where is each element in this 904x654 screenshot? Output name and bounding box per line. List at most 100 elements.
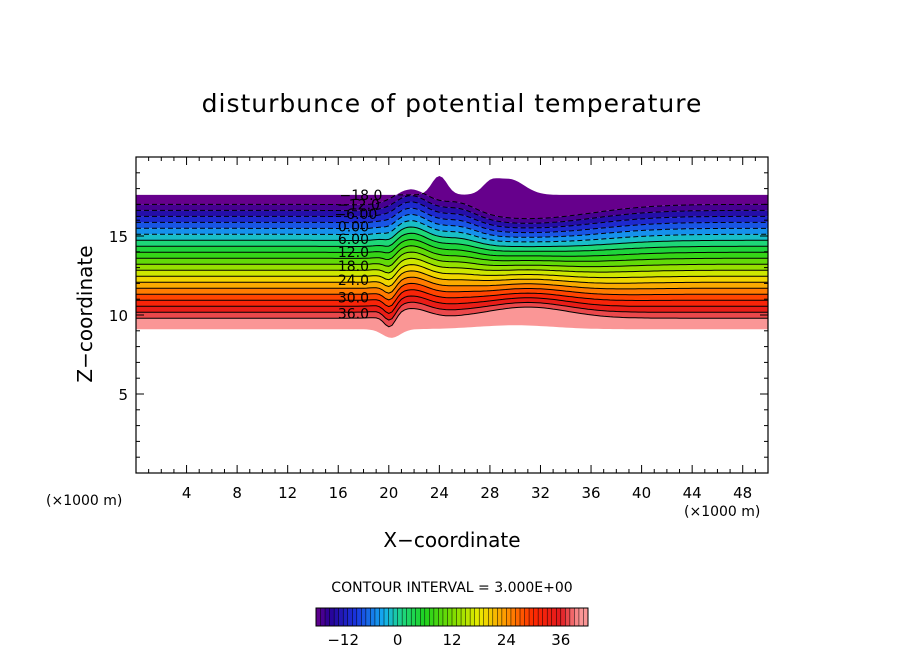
colorbar-frame	[315, 607, 589, 627]
colorbar-cell	[510, 608, 516, 626]
colorbar-cell	[447, 608, 453, 626]
colorbar-cell	[542, 608, 548, 626]
colorbar-cell	[565, 608, 571, 626]
colorbar-cell	[529, 608, 534, 626]
colorbar-cell	[556, 608, 562, 626]
colorbar-tick-label: 0	[393, 631, 403, 649]
x-tick-label: 48	[733, 484, 752, 502]
contour-label: 18.0	[338, 259, 369, 275]
contour-label: −6.00	[334, 207, 377, 223]
y-tick-labels: 5 10 15	[109, 228, 128, 404]
field-band	[136, 208, 768, 238]
y-axis-title: Z−coordinate	[73, 245, 97, 382]
colorbar-cell	[352, 608, 358, 626]
colorbar-cell	[479, 608, 485, 626]
contour-interval-label: CONTOUR INTERVAL = 3.000E+00	[331, 580, 572, 596]
chart-title: disturbunce of potential temperature	[202, 89, 703, 118]
colorbar-cell	[583, 608, 589, 626]
x-tick-labels: 4 8 12 16 20 24 28 32 36 40 44 48	[182, 484, 752, 502]
contour-line	[136, 282, 768, 301]
colorbar-cell	[338, 608, 344, 626]
field-band	[136, 283, 768, 307]
field-band	[136, 227, 768, 252]
contour-label: 12.0	[338, 245, 369, 261]
y-tick-label: 5	[118, 386, 128, 404]
field-band	[136, 302, 768, 327]
colorbar-cell	[442, 608, 448, 626]
colorbar-cell	[325, 608, 330, 626]
field-band	[136, 307, 768, 338]
y-unit-label: (×1000 m)	[46, 493, 122, 509]
colorbar-cell	[388, 608, 394, 626]
colorbar-cell	[406, 608, 412, 626]
colorbar-cell	[379, 608, 385, 626]
colorbar-cell	[533, 608, 539, 626]
colorbar-cell	[415, 608, 421, 626]
contour-line	[136, 276, 768, 294]
y-tick-label: 15	[109, 228, 128, 246]
colorbar-cell	[347, 608, 353, 626]
colorbar-cell	[456, 608, 462, 626]
x-axis-title: X−coordinate	[383, 528, 520, 552]
x-tick-label: 8	[232, 484, 242, 502]
x-tick-label: 20	[379, 484, 398, 502]
colorbar-tick-label: −12	[327, 631, 359, 649]
contour-line	[136, 251, 768, 268]
colorbar-cell	[474, 608, 480, 626]
contour-line	[136, 270, 768, 288]
x-unit-label: (×1000 m)	[684, 504, 760, 520]
contour-label: 6.00	[338, 232, 369, 248]
colorbar-cell	[424, 608, 430, 626]
field-band	[136, 195, 768, 228]
colorbar-cell	[461, 608, 466, 626]
colorbar-labels: −12 0 12 24 36	[327, 631, 570, 649]
contour-line	[136, 195, 768, 224]
axis-ticks	[136, 157, 768, 473]
x-tick-label: 24	[430, 484, 449, 502]
field-band	[136, 258, 768, 280]
colorbar-cell	[538, 608, 543, 626]
colorbar-cell	[393, 608, 398, 626]
colorbar-cell	[384, 608, 389, 626]
contour-line	[136, 232, 768, 252]
colorbar-cell	[470, 608, 475, 626]
contour-label: 36.0	[338, 306, 369, 322]
contour-label: −12.0	[337, 197, 380, 213]
colorbar-cell	[501, 608, 507, 626]
field-band	[136, 214, 768, 242]
x-tick-label: 4	[182, 484, 192, 502]
colorbar-cell	[402, 608, 407, 626]
contour-label: −18.0	[340, 188, 383, 204]
colorbar-cell	[492, 608, 498, 626]
field-band	[136, 264, 768, 287]
contour-line	[136, 301, 768, 321]
colorbar-cell	[429, 608, 435, 626]
colorbar-cell	[524, 608, 530, 626]
colorbar-cell	[370, 608, 376, 626]
contour-line	[136, 207, 768, 234]
contour-line	[136, 192, 768, 220]
contour-line	[136, 213, 768, 238]
x-tick-label: 32	[531, 484, 550, 502]
contour-label: 30.0	[338, 291, 369, 307]
colorbar-cell	[320, 608, 326, 626]
colorbar-cell	[329, 608, 335, 626]
colorbar-cell	[560, 608, 566, 626]
colorbar-cell	[433, 608, 439, 626]
contour-line	[136, 220, 768, 243]
colorbar-cell	[547, 608, 553, 626]
colorbar-tick-label: 24	[497, 631, 516, 649]
x-tick-label: 12	[278, 484, 297, 502]
x-tick-label: 36	[581, 484, 600, 502]
colorbar-cell	[316, 608, 321, 626]
colorbar-cell	[465, 608, 471, 626]
colorbar-tick-label: 36	[551, 631, 570, 649]
colorbar-cell	[488, 608, 494, 626]
contour-line	[136, 238, 768, 257]
field-band	[136, 239, 768, 262]
field-band	[136, 252, 768, 273]
colorbar-cell	[497, 608, 503, 626]
colorbar-cell	[374, 608, 380, 626]
